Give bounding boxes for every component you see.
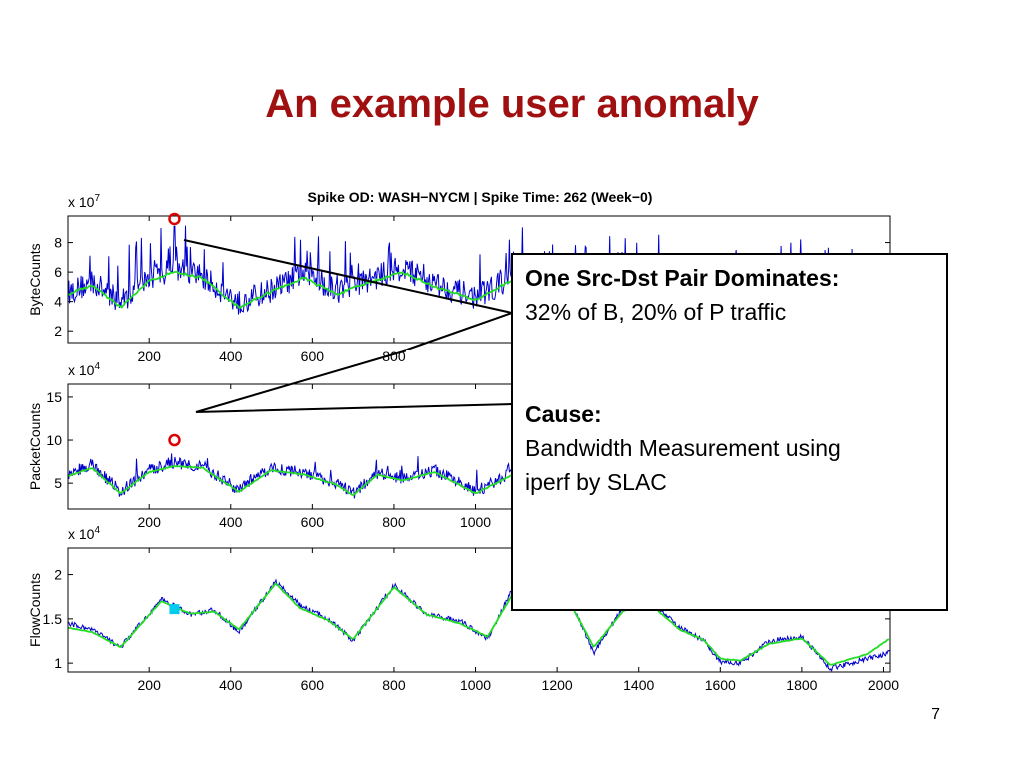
callout-cause-line-1: Bandwidth Measurement using (525, 435, 841, 461)
axis-multiplier: x 107 (68, 193, 100, 210)
callout-heading-cause: Cause: (525, 401, 602, 427)
y-tick-label: 5 (54, 475, 62, 491)
callout-box: One Src-Dst Pair Dominates: 32% of B, 20… (511, 253, 948, 611)
axis-multiplier-exponent: 7 (94, 193, 100, 204)
x-tick-label: 200 (138, 677, 162, 693)
callout-pointer (183, 239, 516, 413)
page-number: 7 (931, 706, 940, 723)
x-tick-label: 400 (219, 677, 243, 693)
x-tick-label: 1000 (460, 677, 491, 693)
x-tick-label: 1200 (542, 677, 573, 693)
axis-multiplier: x 104 (68, 361, 100, 378)
spike-marker (168, 212, 181, 226)
spike-marker (168, 433, 181, 447)
series-line-smoothed (68, 582, 890, 666)
y-axis-label: ByteCounts (27, 243, 43, 315)
x-tick-label: 800 (382, 677, 406, 693)
spike-marker (169, 604, 180, 615)
callout-traffic-share: 32% of B, 20% of P traffic (525, 299, 787, 325)
x-tick-label: 200 (138, 514, 162, 530)
chart-panel-flowcounts: 1 1.5 2 200 400 600 800 1000 1200 1400 1600 1800 200… (27, 525, 899, 693)
y-tick-label: 10 (46, 432, 62, 448)
x-tick-label: 1600 (705, 677, 736, 693)
y-tick-label: 4 (54, 294, 62, 310)
x-tick-label: 200 (138, 348, 162, 364)
x-tick-label: 800 (382, 514, 406, 530)
x-tick-label: 600 (301, 348, 325, 364)
chart-title: Spike OD: WASH−NYCM | Spike Time: 262 (W… (308, 189, 653, 205)
y-tick-label: 15 (46, 389, 62, 405)
callout-heading-dominates: One Src-Dst Pair Dominates: (525, 265, 840, 291)
callout-cause-line-2: iperf by SLAC (525, 469, 667, 495)
x-tick-label: 2000 (868, 677, 899, 693)
x-tick-label: 1400 (623, 677, 654, 693)
y-tick-label: 2 (54, 567, 62, 583)
y-tick-label: 6 (54, 264, 62, 280)
y-tick-label: 1 (54, 655, 62, 671)
x-tick-label: 1800 (786, 677, 817, 693)
axis-multiplier-exponent: 4 (94, 361, 100, 372)
y-axis-label: FlowCounts (27, 573, 43, 647)
axis-multiplier-exponent: 4 (94, 525, 100, 536)
axis-multiplier: x 104 (68, 525, 100, 542)
x-tick-label: 600 (301, 514, 325, 530)
y-tick-label: 8 (54, 235, 62, 251)
x-tick-label: 1000 (460, 514, 491, 530)
x-tick-label: 400 (219, 514, 243, 530)
x-tick-label: 400 (219, 348, 243, 364)
slide-title: An example user anomaly (265, 82, 759, 126)
y-tick-label: 1.5 (43, 611, 63, 627)
series-line-raw (68, 578, 890, 672)
y-axis-label: PacketCounts (27, 403, 43, 490)
y-tick-label: 2 (54, 323, 62, 339)
x-tick-label: 600 (301, 677, 325, 693)
